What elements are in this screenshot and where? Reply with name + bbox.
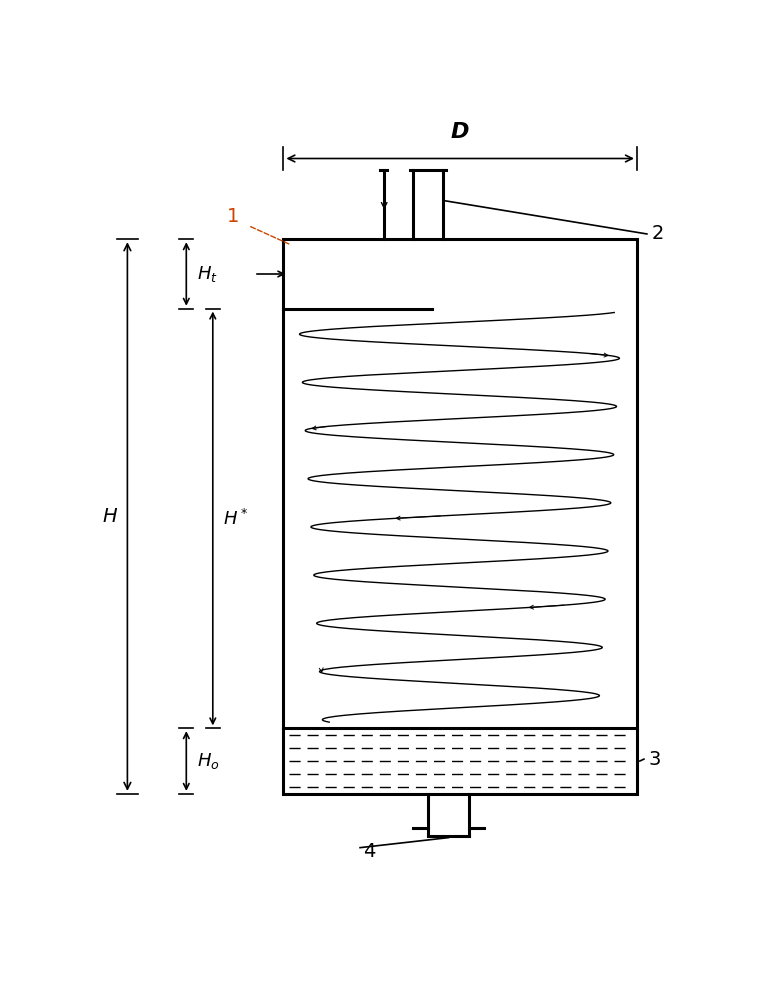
Text: 2: 2 [651, 224, 664, 243]
Text: D: D [451, 122, 470, 142]
Text: H: H [103, 507, 117, 526]
Text: $H^*$: $H^*$ [223, 508, 249, 529]
Text: $H_o$: $H_o$ [197, 751, 220, 771]
Text: 3: 3 [648, 750, 661, 769]
Bar [283, 239, 637, 794]
Text: $H_t$: $H_t$ [197, 264, 218, 284]
Text: 4: 4 [363, 842, 375, 861]
Text: 1: 1 [227, 207, 239, 226]
